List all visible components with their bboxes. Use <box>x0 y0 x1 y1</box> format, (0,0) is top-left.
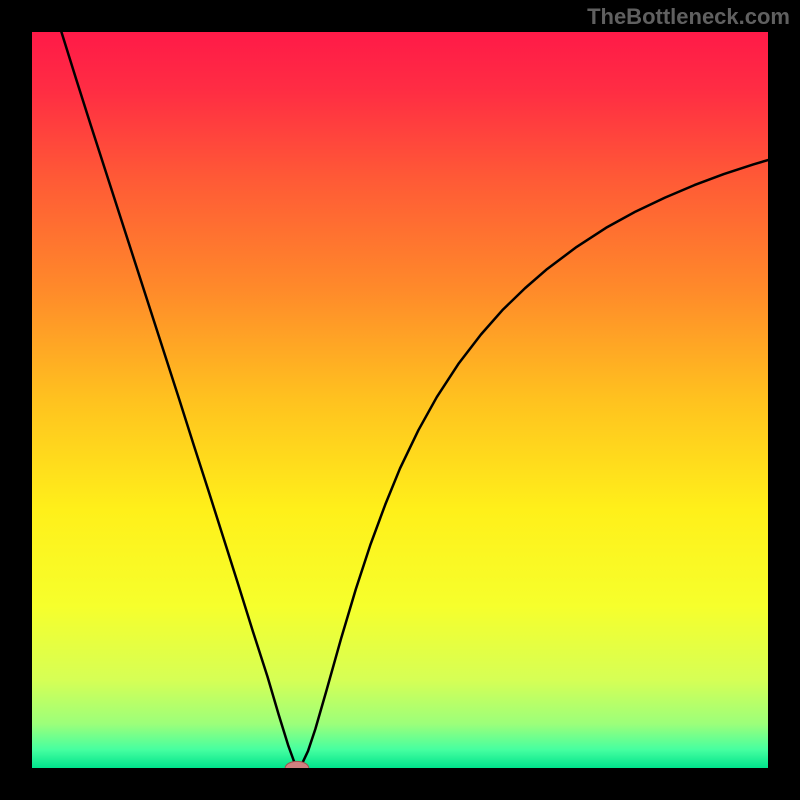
bottleneck-curve-chart <box>32 32 768 768</box>
chart-frame: TheBottleneck.com <box>0 0 800 800</box>
watermark-text: TheBottleneck.com <box>587 4 790 30</box>
chart-background <box>32 32 768 768</box>
